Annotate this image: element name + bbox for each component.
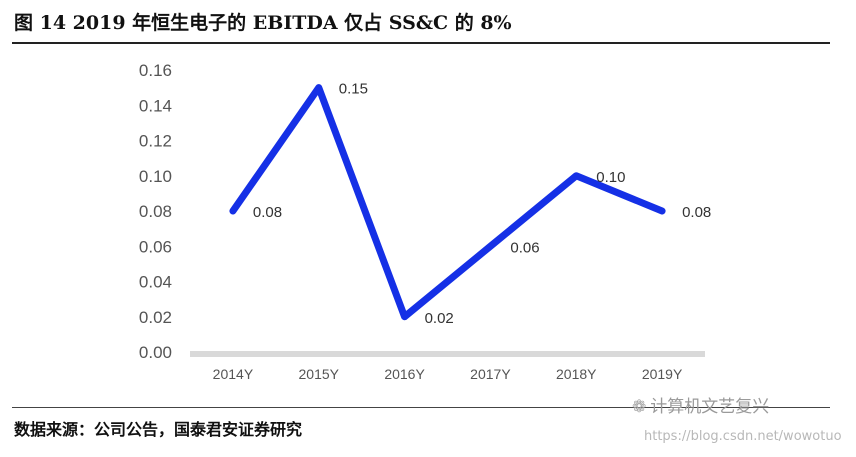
series-line <box>229 84 666 321</box>
data-point <box>403 315 406 318</box>
y-tick-label: 0.10 <box>139 167 172 186</box>
data-label: 0.15 <box>339 81 368 98</box>
x-tick-label: 2015Y <box>299 366 340 382</box>
data-point <box>575 174 578 177</box>
watermark-url: https://blog.csdn.net/wowotuo <box>644 429 842 444</box>
data-label: 0.10 <box>596 169 625 186</box>
x-tick-label: 2014Y <box>213 366 254 382</box>
y-tick-label: 0.00 <box>139 343 172 362</box>
y-tick-label: 0.14 <box>139 96 172 115</box>
footer-divider <box>12 407 830 408</box>
data-label: 0.06 <box>510 239 539 256</box>
line-chart: 0.00 0.02 0.04 0.06 0.08 0.10 0.12 0.14 0.16 2014… <box>139 61 711 382</box>
wechat-icon: ❁ <box>632 397 647 417</box>
data-point <box>231 210 234 212</box>
x-tick-label: 2016Y <box>384 366 425 382</box>
source-note: 数据来源：公司公告，国泰君安证券研究 <box>14 420 303 439</box>
x-tick-label: 2017Y <box>470 366 511 382</box>
chart-title: 图 14 2019 年恒生电子的 EBITDA 仅占 SS&C 的 8% <box>14 12 512 34</box>
y-tick-label: 0.02 <box>139 308 172 327</box>
y-tick-label: 0.12 <box>139 132 172 151</box>
data-label: 0.08 <box>682 204 711 221</box>
data-point <box>661 210 664 212</box>
x-tick-label: 2019Y <box>642 366 683 382</box>
x-axis <box>190 351 705 357</box>
y-tick-label: 0.08 <box>139 202 172 221</box>
data-point <box>489 245 492 248</box>
title-divider <box>12 42 830 44</box>
y-tick-label: 0.04 <box>139 273 172 292</box>
x-tick-label: 2018Y <box>556 366 597 382</box>
data-point <box>317 86 320 89</box>
y-tick-label: 0.06 <box>139 237 172 256</box>
y-tick-label: 0.16 <box>139 61 172 80</box>
watermark: ❁ 计算机文艺复兴 <box>632 392 769 417</box>
watermark-brand: 计算机文艺复兴 <box>650 397 770 417</box>
data-label: 0.02 <box>425 310 454 327</box>
data-label: 0.08 <box>253 204 282 221</box>
